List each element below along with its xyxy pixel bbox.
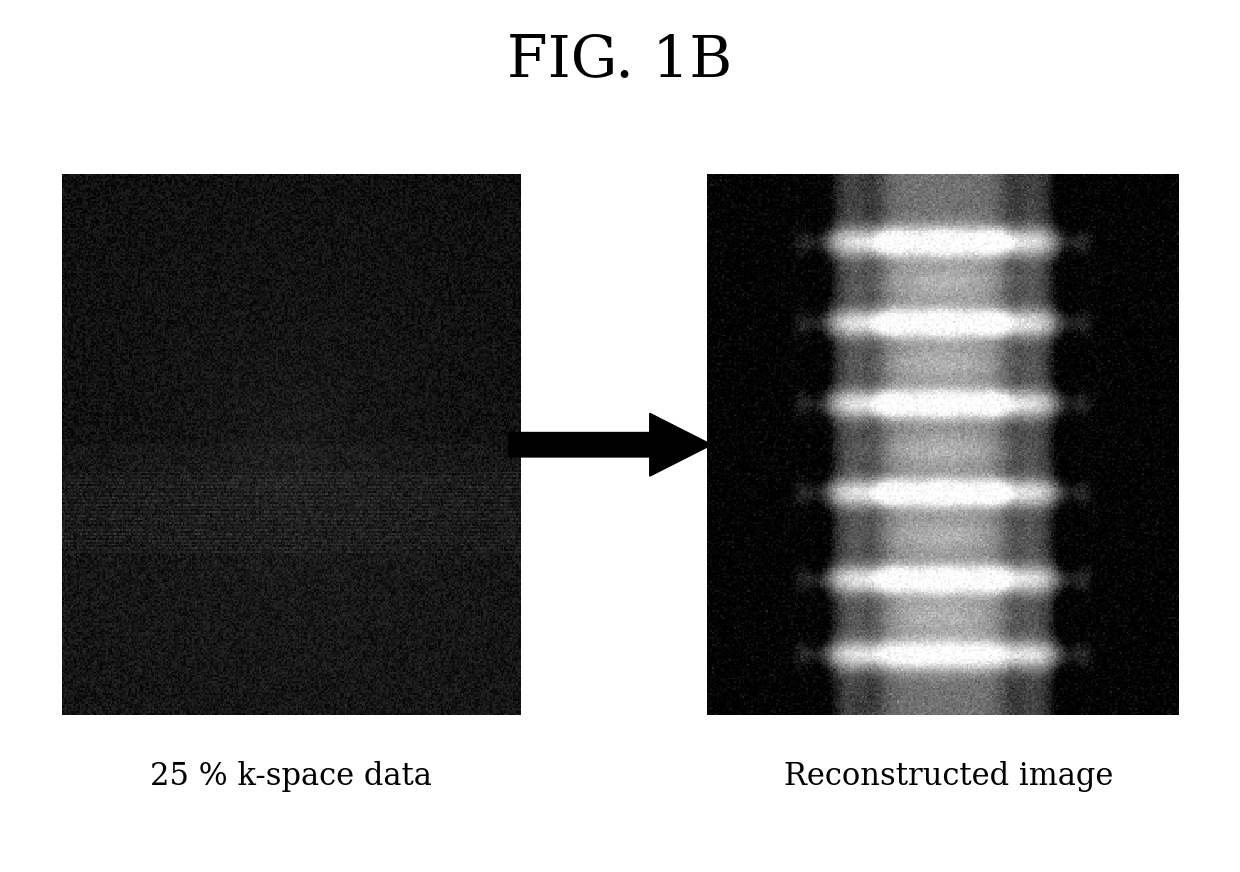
Text: Reconstructed image: Reconstructed image [784,760,1114,792]
FancyArrow shape [508,413,712,476]
Text: 25 % k-space data: 25 % k-space data [150,760,433,792]
Text: FIG. 1B: FIG. 1B [507,33,733,89]
